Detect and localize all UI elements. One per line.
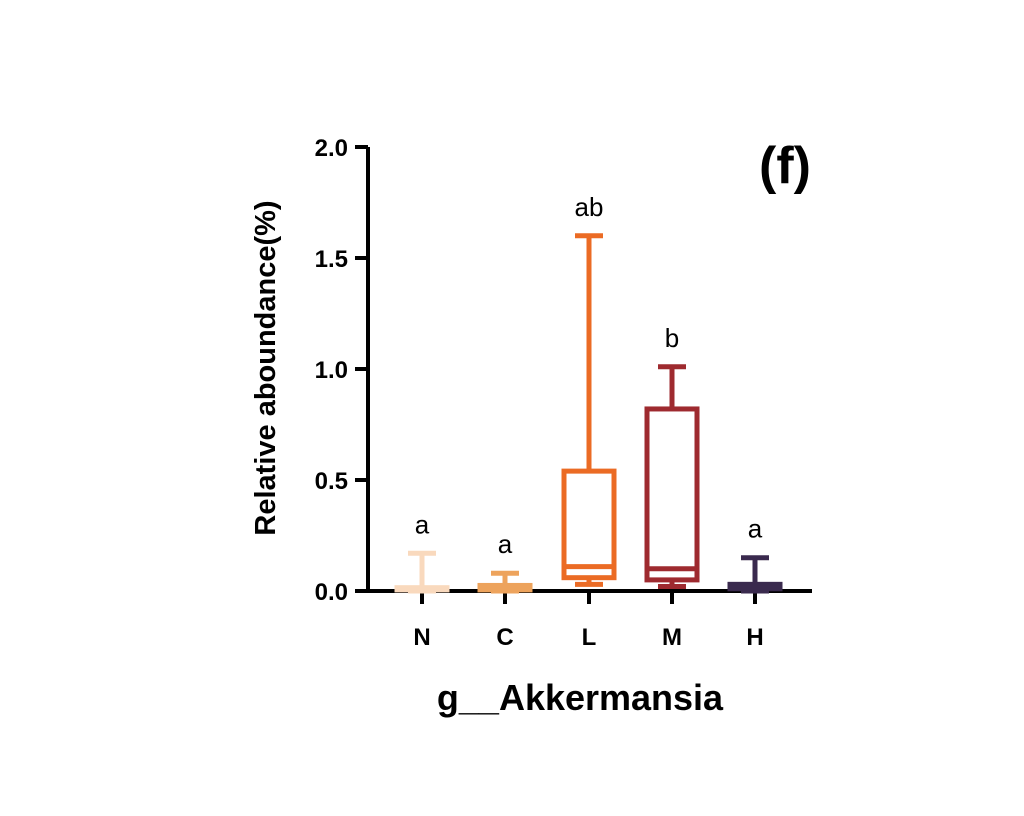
y-tick-label: 2.0 [315, 135, 348, 162]
significance-label-L: ab [575, 192, 604, 222]
x-tick-label-L: L [582, 624, 597, 651]
box-C: a [477, 529, 533, 594]
x-tick-label-M: M [662, 624, 682, 651]
iqr-box [561, 468, 617, 581]
x-tick-label-N: N [413, 624, 430, 651]
y-tick-label: 0.5 [315, 468, 348, 495]
y-tick-label: 1.0 [315, 357, 348, 384]
significance-label-C: a [498, 529, 513, 559]
y-axis-label: Relative aboundance(%) [250, 200, 282, 535]
x-tick-label-H: H [746, 624, 763, 651]
box-N: a [394, 509, 450, 594]
y-ticks: 0.0 0.5 1.0 1.5 2.0 [315, 135, 368, 606]
box-M: b [644, 323, 700, 590]
significance-label-M: b [665, 323, 679, 353]
box-L: ab [561, 192, 617, 587]
x-tick-label-C: C [496, 624, 513, 651]
y-tick-label: 0.0 [315, 579, 348, 606]
panel-label: (f) [759, 137, 811, 195]
y-tick-label: 1.5 [315, 246, 348, 273]
significance-label-N: a [415, 509, 430, 539]
iqr-box [644, 406, 700, 583]
box-H: a [727, 514, 783, 594]
significance-label-H: a [748, 514, 763, 544]
x-axis-label: g__Akkermansia [437, 677, 724, 718]
boxes: a a ab b a [394, 192, 783, 594]
